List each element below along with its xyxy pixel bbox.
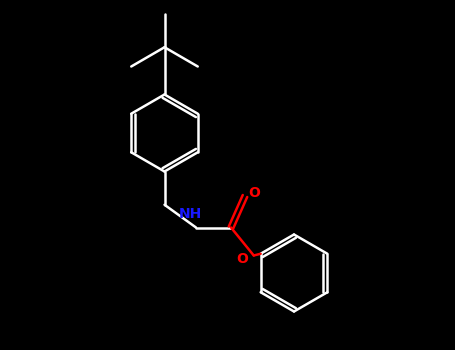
Text: NH: NH	[179, 207, 202, 221]
Text: O: O	[248, 186, 260, 200]
Text: O: O	[237, 252, 248, 266]
